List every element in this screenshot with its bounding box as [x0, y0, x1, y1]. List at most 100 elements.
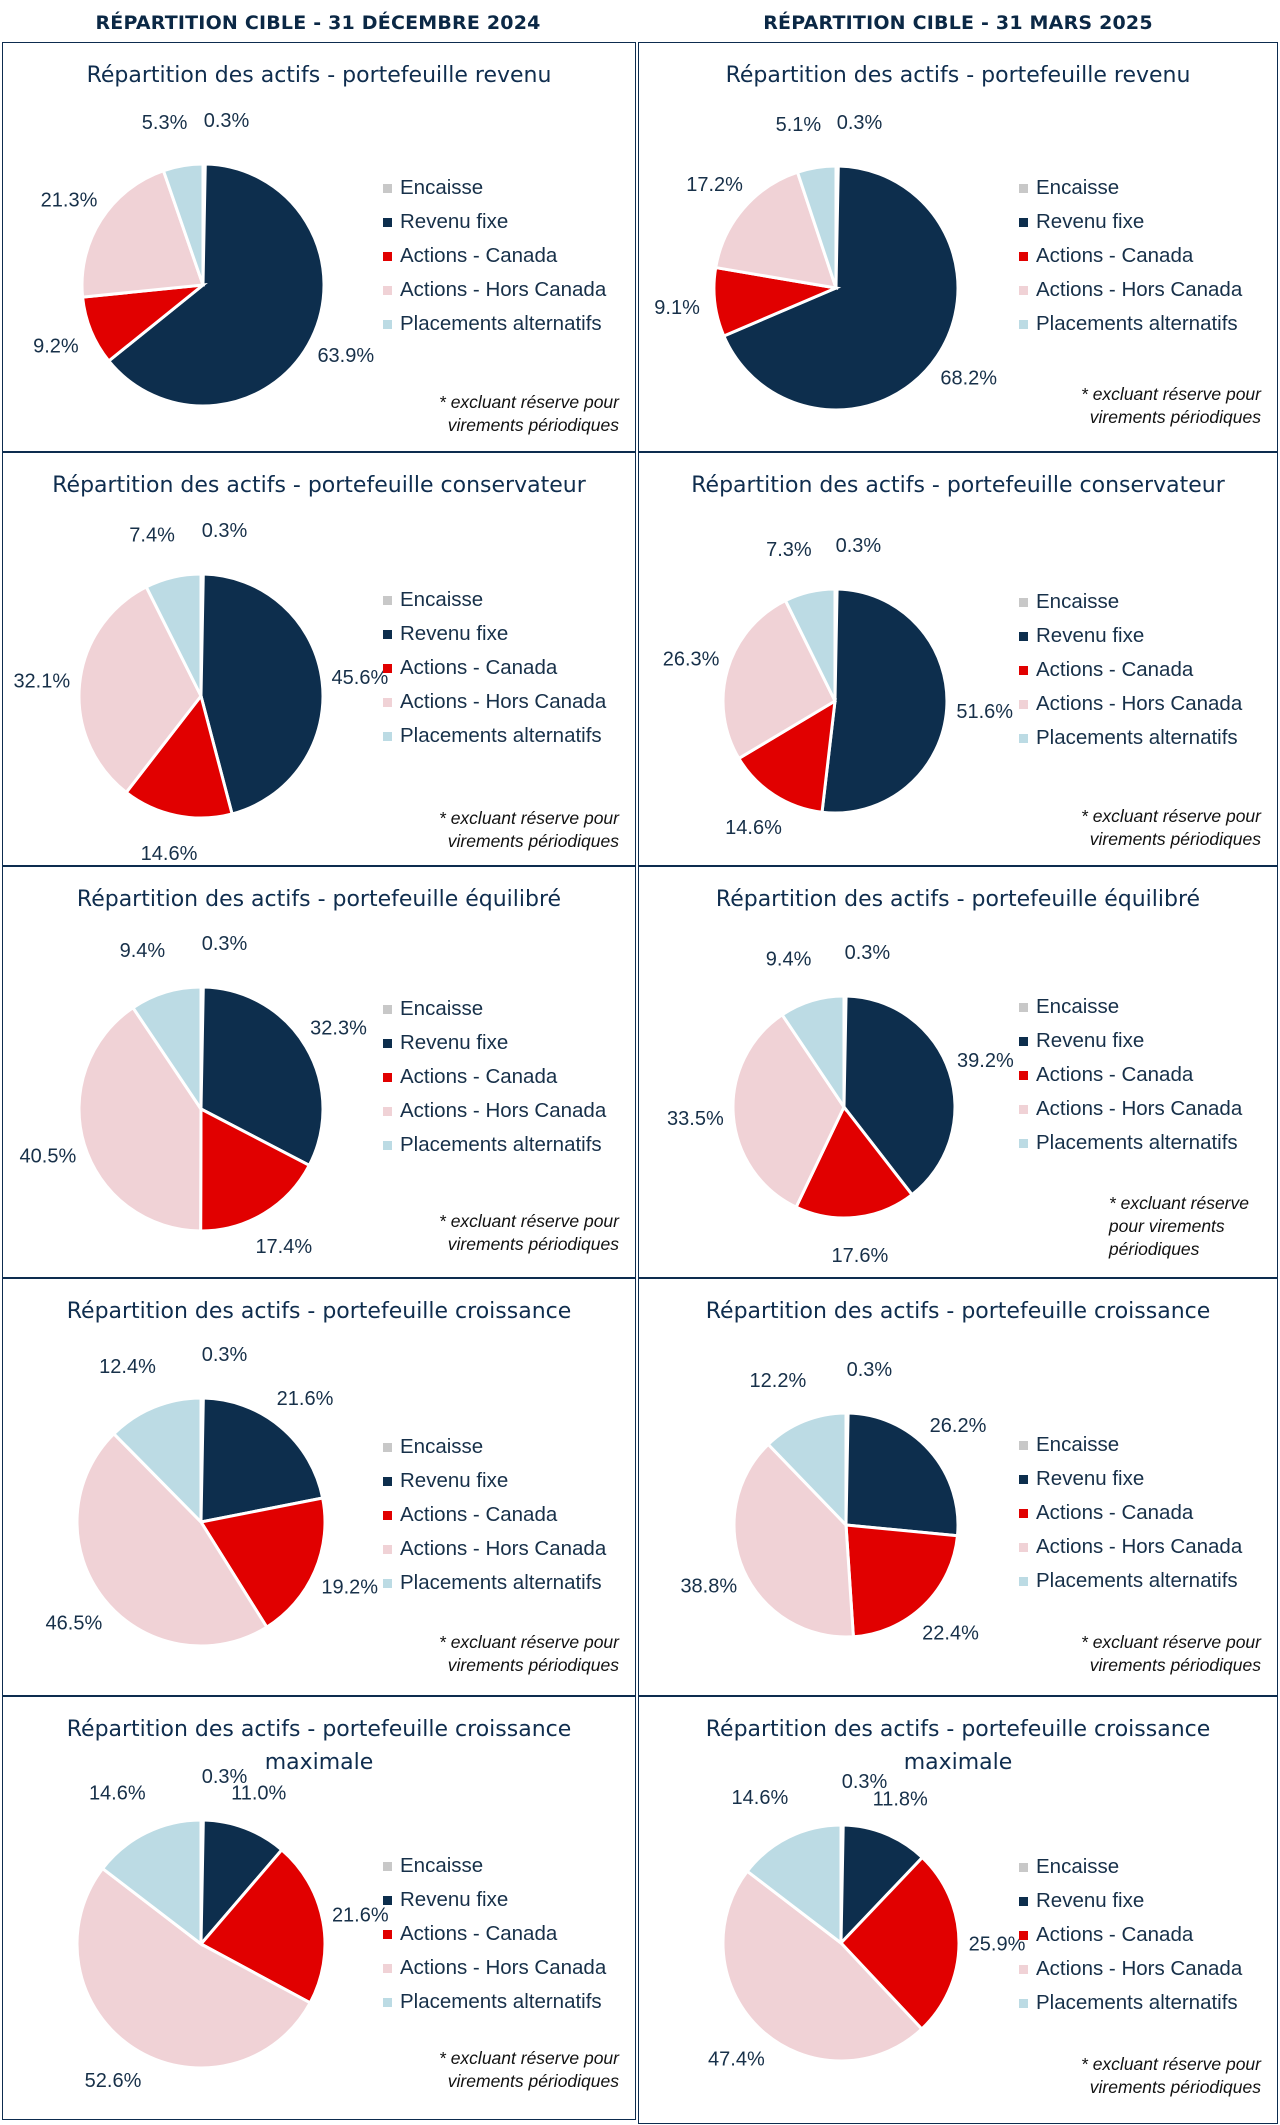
legend-swatch: [1019, 631, 1028, 641]
pie-slice-revenu-fixe: [844, 1411, 960, 1538]
pie-chart: 0.3%11.8% 25.9% 47.4% 14.6%: [708, 1771, 1026, 2071]
legend-swatch: [1019, 1002, 1028, 1012]
pie-slice-actions-canada: [838, 1855, 961, 2032]
legend-swatch: [383, 1544, 392, 1554]
legend-item-revenu-fixe: Revenu fixe: [383, 617, 606, 651]
legend-swatch: [383, 217, 392, 227]
pie-chart: 0.3% 68.2% 9.1% 17.2% 5.1%: [654, 112, 997, 412]
legend-swatch: [383, 1140, 392, 1150]
legend-label: Revenu fixe: [400, 1031, 509, 1054]
legend-item-actions-canada: Actions - Canada: [383, 239, 606, 273]
chart-title: Répartition des actifs - portefeuille re…: [86, 63, 552, 88]
legend-item-actions-hors-canada: Actions - Hors Canada: [1019, 1092, 1242, 1126]
legend-label: Revenu fixe: [400, 1888, 509, 1911]
legend-swatch: [383, 1004, 392, 1014]
legend-label: Encaisse: [1036, 1433, 1120, 1456]
legend-label: Placements alternatifs: [400, 1133, 602, 1156]
legend-item-actions-canada: Actions - Canada: [1019, 1496, 1242, 1530]
legend-item-actions-hors-canada: Actions - Hors Canada: [383, 1532, 606, 1566]
data-label-placements-alternatifs: 7.4%: [129, 524, 175, 546]
legend-label: Encaisse: [400, 997, 484, 1020]
legend-item-actions-hors-canada: Actions - Hors Canada: [1019, 687, 1242, 721]
legend-swatch: [383, 183, 392, 193]
legend-label: Actions - Canada: [1036, 1063, 1194, 1086]
footnote-line: * excluant réserve pour: [439, 1632, 619, 1652]
footnote-line: virements périodiques: [447, 1234, 619, 1254]
legend-item-actions-hors-canada: Actions - Hors Canada: [383, 273, 606, 307]
legend-label: Actions - Hors Canada: [400, 1537, 607, 1560]
legend-item-actions-hors-canada: Actions - Hors Canada: [383, 1094, 606, 1128]
legend-swatch: [1019, 217, 1028, 227]
footnote-line: virements périodiques: [1089, 1655, 1261, 1675]
legend-label: Revenu fixe: [1036, 210, 1145, 233]
chart-legend: Encaisse Revenu fixe Actions - Canada Actio…: [1019, 1428, 1242, 1598]
pie-slice-actions-hors-canada: [721, 598, 837, 761]
legend-label: Actions - Hors Canada: [1036, 278, 1243, 301]
legend-label: Placements alternatifs: [400, 1571, 602, 1594]
legend-label: Revenu fixe: [1036, 1467, 1145, 1490]
data-label-actions-hors-canada: 52.6%: [85, 2070, 142, 2092]
legend-swatch: [383, 251, 392, 261]
legend-label: Placements alternatifs: [400, 1990, 602, 2013]
pie-slice-actions-hors-canada: [721, 1869, 924, 2063]
legend-label: Revenu fixe: [1036, 624, 1145, 647]
pie-slice-actions-canada: [198, 1847, 327, 2005]
legend-item-actions-hors-canada: Actions - Hors Canada: [1019, 1530, 1242, 1564]
legend-item-actions-hors-canada: Actions - Hors Canada: [1019, 1952, 1242, 1986]
footnote-line: * excluant réserve pour: [439, 1211, 619, 1231]
legend-swatch: [383, 697, 392, 707]
legend-item-placements-alternatifs: Placements alternatifs: [1019, 1564, 1242, 1598]
legend-item-actions-canada: Actions - Canada: [1019, 239, 1242, 273]
legend-label: Actions - Canada: [1036, 244, 1194, 267]
legend-label: Actions - Canada: [400, 1065, 558, 1088]
legend-swatch: [383, 731, 392, 741]
pie-slice-actions-canada: [794, 1104, 915, 1220]
data-label-encaisse: 0.3%: [202, 1344, 248, 1366]
legend-item-encaisse: Encaisse: [1019, 1428, 1242, 1462]
data-label-revenu-fixe: 26.2%: [930, 1415, 987, 1437]
legend-label: Actions - Canada: [1036, 1923, 1194, 1946]
data-label-revenu-fixe: 51.6%: [956, 701, 1013, 723]
legend-label: Actions - Canada: [400, 1503, 558, 1526]
legend-swatch: [1019, 733, 1028, 743]
pie-slice-placements-alternatifs: [745, 1823, 843, 1947]
legend-label: Actions - Canada: [1036, 658, 1194, 681]
legend-item-actions-hors-canada: Actions - Hors Canada: [383, 685, 606, 719]
data-label-actions-canada: 9.2%: [33, 335, 79, 357]
legend-item-encaisse: Encaisse: [1019, 171, 1242, 205]
chart-legend: Encaisse Revenu fixe Actions - Canada Actio…: [1019, 171, 1242, 341]
data-label-encaisse: 0.3%: [202, 1766, 248, 1788]
pie-chart-panel: Répartition des actifs - portefeuille re…: [2, 42, 636, 452]
footnote-line: * excluant réserve pour: [1081, 806, 1261, 826]
legend-swatch: [1019, 1474, 1028, 1484]
footnote-line: virements périodiques: [1089, 2077, 1261, 2097]
footnote: * excluant réserve pour virements périodi…: [439, 391, 619, 437]
legend-item-actions-canada: Actions - Canada: [383, 1060, 606, 1094]
legend-label: Placements alternatifs: [1036, 726, 1238, 749]
legend-label: Actions - Hors Canada: [1036, 1097, 1243, 1120]
legend-swatch: [1019, 1036, 1028, 1046]
data-label-revenu-fixe: 32.3%: [310, 1017, 367, 1039]
legend-label: Encaisse: [400, 588, 484, 611]
pie-slice-revenu-fixe: [839, 1823, 925, 1947]
legend-label: Actions - Canada: [400, 656, 558, 679]
pie-chart: 0.3% 63.9% 9.2% 21.3% 5.3%: [33, 110, 374, 408]
legend-swatch: [383, 1476, 392, 1486]
legend-label: Encaisse: [400, 1854, 484, 1877]
legend-item-actions-canada: Actions - Canada: [383, 651, 606, 685]
pie-slice-revenu-fixe: [199, 1396, 325, 1524]
legend-swatch: [1019, 1138, 1028, 1148]
legend-item-encaisse: Encaisse: [383, 992, 606, 1026]
legend-item-encaisse: Encaisse: [1019, 585, 1242, 619]
pie-slice-actions-hors-canada: [732, 1442, 855, 1639]
pie-chart-panel: Répartition des actifs - portefeuille éq…: [638, 866, 1278, 1278]
data-label-actions-hors-canada: 21.3%: [41, 189, 98, 211]
legend-label: Revenu fixe: [1036, 1889, 1145, 1912]
chart-title: Répartition des actifs - portefeuille cr…: [66, 1299, 572, 1324]
pie-slice-actions-canada: [199, 1106, 312, 1233]
footnote-line: * excluant réserve pour: [1081, 2054, 1261, 2074]
legend-item-actions-hors-canada: Actions - Hors Canada: [383, 1951, 606, 1985]
chart-title: Répartition des actifs - portefeuille co…: [691, 473, 1225, 498]
footnote: * excluant réserve pour virements périodi…: [1081, 383, 1261, 429]
legend-item-encaisse: Encaisse: [383, 171, 606, 205]
